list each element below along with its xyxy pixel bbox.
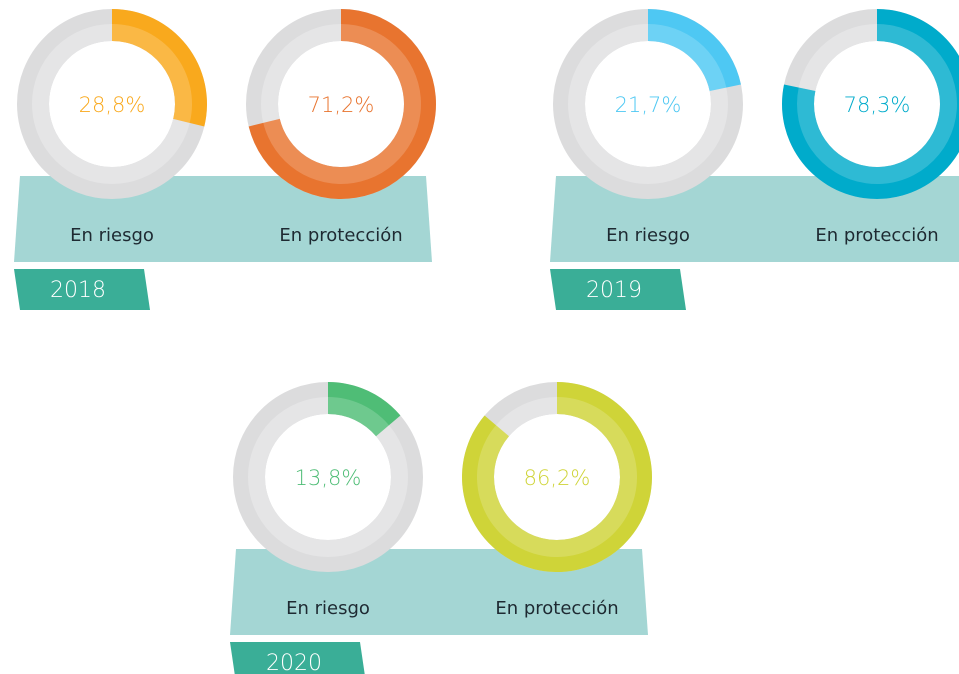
value-label: 71,2% bbox=[308, 93, 375, 117]
donut-arc bbox=[328, 382, 401, 437]
donut-arc-inner bbox=[648, 24, 727, 92]
year-tab bbox=[230, 642, 365, 674]
donut-arc-inner bbox=[112, 24, 193, 123]
category-label: En riesgo bbox=[70, 225, 154, 246]
category-label: En riesgo bbox=[606, 225, 690, 246]
value-label: 13,8% bbox=[295, 466, 362, 490]
year-label: 2018 bbox=[50, 278, 106, 303]
category-label: En protección bbox=[495, 598, 618, 619]
donut-arc-inner bbox=[328, 397, 389, 437]
donut-arc bbox=[782, 9, 959, 199]
year-tab bbox=[14, 269, 150, 310]
donut-arc bbox=[248, 9, 437, 199]
category-label: En protección bbox=[279, 225, 402, 246]
year-tab bbox=[550, 269, 686, 310]
value-label: 86,2% bbox=[524, 466, 591, 490]
value-label: 78,3% bbox=[844, 93, 911, 117]
year-label: 2019 bbox=[586, 278, 642, 303]
year-label: 2020 bbox=[266, 651, 322, 674]
donut-arc bbox=[461, 382, 653, 573]
donut-arc bbox=[648, 9, 741, 92]
value-label: 21,7% bbox=[615, 93, 682, 117]
category-label: En riesgo bbox=[286, 598, 370, 619]
category-label: En protección bbox=[815, 225, 938, 246]
donut-arc bbox=[112, 9, 207, 127]
value-label: 28,8% bbox=[79, 93, 146, 117]
